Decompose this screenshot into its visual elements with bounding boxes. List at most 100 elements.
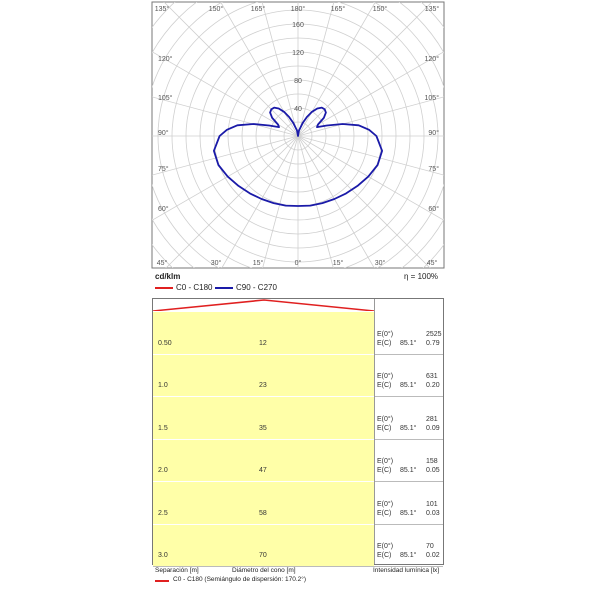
polar-curves — [212, 106, 384, 207]
legend-c0-swatch — [155, 287, 173, 289]
separation-value: 3.0 — [158, 552, 168, 559]
e0-label: E(0°) — [377, 543, 394, 550]
angle-label-bottom: 30° — [375, 259, 386, 267]
separation-value: 1.5 — [158, 424, 168, 432]
footer-legend-swatch — [155, 580, 169, 582]
angle-label-left: 120° — [158, 55, 173, 63]
polar-spoke — [262, 135, 299, 268]
polar-spoke — [297, 2, 376, 137]
eang-value: 0.05 — [426, 467, 440, 474]
footer-legend-label: C0 - C180 (Semiángulo de dispersión: 170… — [173, 576, 307, 583]
polar-spoke — [152, 135, 299, 176]
e0-value: 2525 — [426, 330, 442, 338]
polar-spoke — [152, 96, 299, 137]
angle-value: 85.1° — [400, 552, 417, 559]
polar-spoke — [297, 135, 334, 268]
diameter-value: 23 — [259, 382, 267, 389]
eang-value: 0.20 — [426, 382, 440, 389]
radial-tick-label: 80 — [294, 78, 302, 85]
radial-tick-label: 40 — [294, 106, 302, 113]
e0-value: 631 — [426, 373, 438, 380]
separation-value: 0.50 — [158, 339, 172, 347]
eang-value: 0.03 — [426, 509, 440, 517]
angle-value: 85.1° — [400, 424, 417, 432]
row-divider — [153, 566, 443, 567]
angle-label-bottom: 45° — [157, 259, 168, 267]
angle-label-bottom: 15° — [333, 259, 344, 267]
illuminance-cone-table: 0.50 12 E(0°) 2525 E(C) 85.1° 0.79 1.0 23 E(0°) 63… — [152, 298, 444, 567]
diameter-value: 12 — [259, 339, 267, 347]
angle-label-bottom: 30° — [211, 259, 222, 267]
column-label-separation: Separación [m] — [155, 567, 199, 574]
eang-label: E(C) — [377, 339, 392, 347]
angle-value: 85.1° — [400, 382, 417, 389]
e0-label: E(0°) — [377, 500, 394, 508]
separation-value: 1.0 — [158, 382, 168, 389]
angle-value: 85.1° — [400, 509, 417, 517]
cone-row — [153, 481, 374, 524]
polar-grid — [151, 1, 445, 269]
diameter-value: 58 — [259, 509, 267, 517]
polar-spoke — [152, 135, 299, 221]
diameter-value: 47 — [259, 467, 267, 474]
diameter-value: 70 — [259, 552, 267, 559]
cone-apex — [153, 299, 375, 312]
cone-row — [153, 438, 374, 481]
polar-spoke — [221, 135, 299, 268]
cone-row — [153, 353, 374, 396]
polar-angle-labels: 40 80 120 160 135° 150° 165° 180° 165° 150° 135° 45… — [155, 5, 440, 267]
angle-label-right: 75° — [428, 165, 439, 173]
polar-spoke — [220, 2, 299, 137]
legend-c90-label: C90 - C270 — [236, 283, 277, 292]
angle-label-bottom: 45° — [427, 259, 438, 267]
eang-value: 0.79 — [426, 339, 440, 347]
polar-spoke — [297, 135, 444, 176]
angle-label-bottom: 0° — [295, 259, 302, 267]
eang-label: E(C) — [377, 424, 392, 432]
angle-label-right: 120° — [425, 55, 440, 63]
radial-tick-label: 160 — [292, 22, 304, 29]
eang-label: E(C) — [377, 509, 392, 517]
angle-label-left: 105° — [158, 94, 173, 102]
angle-value: 85.1° — [400, 467, 417, 474]
polar-spoke — [297, 2, 433, 137]
e0-label: E(0°) — [377, 458, 394, 465]
angle-label-left: 75° — [158, 165, 169, 173]
e0-value: 281 — [426, 415, 438, 423]
eang-value: 0.09 — [426, 424, 440, 432]
column-label-diameter: Diámetro del cono [m] — [232, 567, 296, 574]
angle-label-left: 60° — [158, 205, 169, 213]
eang-label: E(C) — [377, 552, 392, 559]
efficiency-label: η = 100% — [404, 272, 439, 281]
angle-label-bottom: 15° — [253, 259, 264, 267]
polar-spoke — [297, 96, 444, 137]
angle-label-top: 165° — [331, 5, 346, 13]
eang-label: E(C) — [377, 467, 392, 474]
polar-spoke — [297, 51, 444, 137]
angle-label-top: 180° — [291, 5, 306, 13]
cone-outline — [153, 299, 375, 312]
angle-label-top: 135° — [155, 5, 170, 13]
polar-spoke — [261, 2, 299, 137]
cone-row — [153, 523, 374, 566]
angle-label-right: 60° — [428, 205, 439, 213]
column-label-illuminance: Intensidad lumínica [lx] — [373, 567, 440, 574]
polar-spoke — [163, 2, 299, 137]
polar-series-curve — [212, 106, 384, 207]
angle-label-left: 90° — [158, 129, 169, 137]
polar-spoke — [297, 135, 444, 221]
e0-label: E(0°) — [377, 373, 394, 380]
separation-value: 2.5 — [158, 509, 168, 517]
legend-c0-label: C0 - C180 — [176, 283, 213, 292]
angle-value: 85.1° — [400, 339, 417, 347]
polar-spoke — [297, 2, 335, 137]
diameter-value: 35 — [259, 424, 267, 432]
angle-label-right: 90° — [428, 129, 439, 137]
e0-label: E(0°) — [377, 330, 394, 338]
angle-label-right: 105° — [425, 94, 440, 102]
polar-spoke — [297, 135, 431, 268]
angle-label-top: 150° — [209, 5, 224, 13]
polar-spoke — [297, 135, 375, 268]
e0-value: 101 — [426, 500, 438, 508]
